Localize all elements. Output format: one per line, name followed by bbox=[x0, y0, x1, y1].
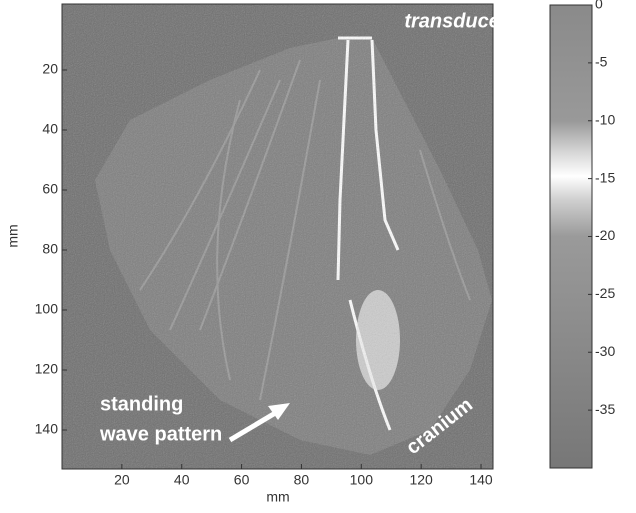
annotation: wave pattern bbox=[99, 423, 222, 445]
y-tick-label: 20 bbox=[42, 61, 58, 77]
y-tick-label: 120 bbox=[35, 361, 59, 377]
y-tick-label: 80 bbox=[42, 241, 58, 257]
x-tick-label: 60 bbox=[234, 472, 250, 488]
y-tick-label: 140 bbox=[35, 421, 59, 437]
y-tick-label: 60 bbox=[42, 181, 58, 197]
x-tick-label: 100 bbox=[350, 472, 374, 488]
x-tick-label: 40 bbox=[174, 472, 190, 488]
x-tick-label: 80 bbox=[294, 472, 310, 488]
x-tick-label: 140 bbox=[469, 472, 493, 488]
x-axis-label: mm bbox=[266, 489, 289, 505]
colorbar-tick-label: -35 bbox=[595, 401, 615, 417]
figure: mm mm transducer standing wave pattern c… bbox=[0, 0, 636, 513]
colorbar-tick-label: 0 bbox=[595, 0, 603, 12]
colorbar-tick-label: -25 bbox=[595, 285, 615, 301]
annotation: standing bbox=[100, 393, 183, 415]
colorbar-tick-label: -30 bbox=[595, 343, 615, 359]
colorbar-tick-label: -20 bbox=[595, 227, 615, 243]
colorbar bbox=[550, 5, 592, 468]
x-tick-label: 20 bbox=[114, 472, 130, 488]
colorbar-tick-label: -15 bbox=[595, 169, 615, 185]
y-tick-label: 100 bbox=[35, 301, 59, 317]
colorbar-tick-label: -5 bbox=[595, 54, 608, 70]
x-tick-label: 120 bbox=[409, 472, 433, 488]
y-axis-label: mm bbox=[5, 224, 21, 247]
colorbar-tick-label: -10 bbox=[595, 111, 615, 127]
y-tick-label: 40 bbox=[42, 121, 58, 137]
annotation: transducer bbox=[404, 10, 509, 32]
